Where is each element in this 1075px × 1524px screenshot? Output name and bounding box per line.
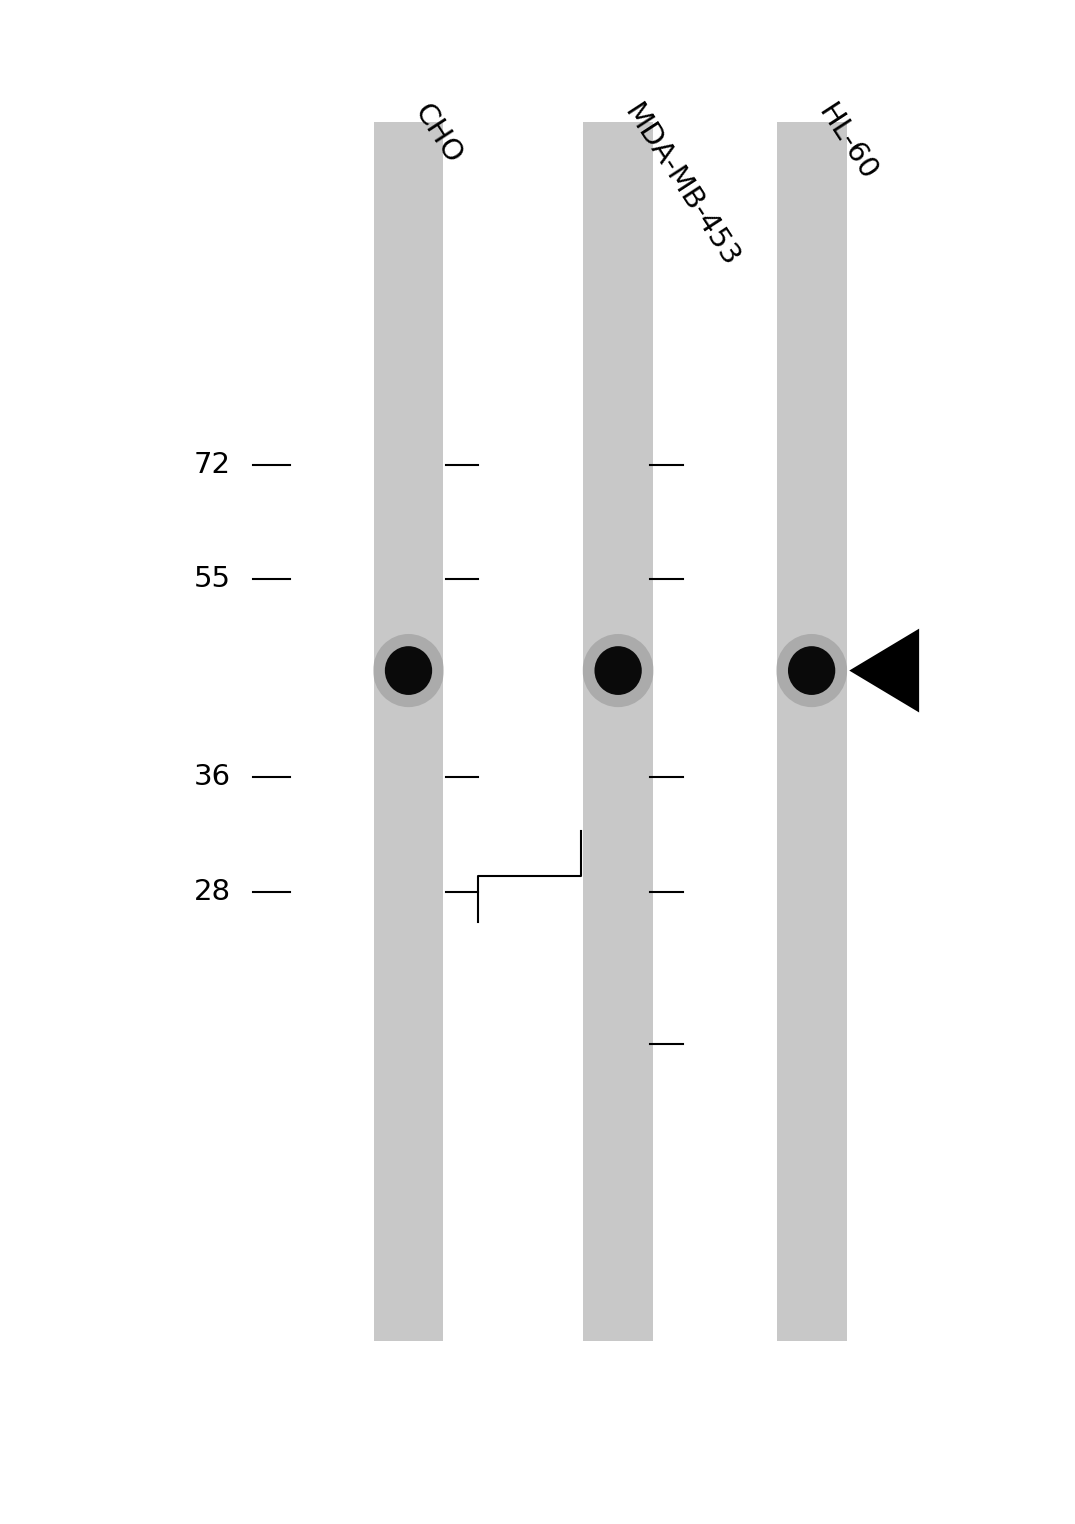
Text: 72: 72 bbox=[195, 451, 231, 479]
Polygon shape bbox=[849, 628, 919, 713]
Ellipse shape bbox=[594, 646, 642, 695]
Text: 36: 36 bbox=[194, 764, 231, 791]
Ellipse shape bbox=[385, 646, 432, 695]
Text: HL-60: HL-60 bbox=[812, 99, 882, 186]
Text: 28: 28 bbox=[194, 878, 231, 905]
Ellipse shape bbox=[583, 634, 654, 707]
Text: 55: 55 bbox=[195, 565, 231, 593]
Ellipse shape bbox=[373, 634, 444, 707]
Text: CHO: CHO bbox=[408, 99, 468, 169]
Bar bbox=[776, 122, 847, 1341]
Text: MDA-MB-453: MDA-MB-453 bbox=[618, 99, 744, 271]
Ellipse shape bbox=[776, 634, 847, 707]
Bar bbox=[374, 122, 444, 1341]
Bar bbox=[583, 122, 654, 1341]
Ellipse shape bbox=[788, 646, 835, 695]
